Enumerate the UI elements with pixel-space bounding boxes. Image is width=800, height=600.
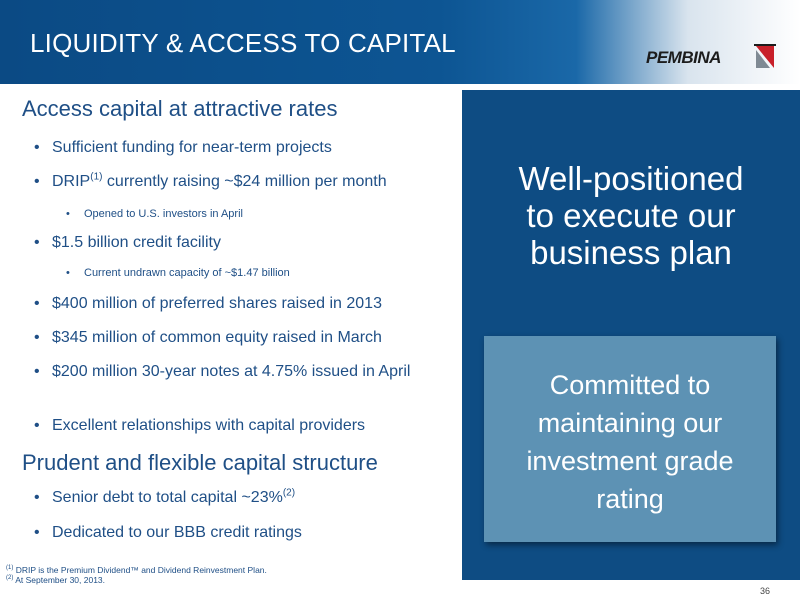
bullet-item: • $200 million 30-year notes at 4.75% is…: [34, 362, 444, 381]
bullet-text: Senior debt to total capital ~23%(2): [34, 488, 444, 507]
headline-line: business plan: [530, 234, 732, 271]
bullet-text: Excellent relationships with capital pro…: [52, 417, 366, 434]
footnote-mark: (1): [6, 565, 14, 572]
page-number: 36: [760, 586, 771, 596]
callout-text: Committed to maintaining our investment …: [484, 366, 776, 518]
bullet-item: • Senior debt to total capital ~23%(2): [34, 488, 444, 507]
bullet-text-rest: currently raising ~$24 million per month: [102, 173, 387, 190]
bullet-icon: •: [34, 173, 40, 190]
footnote: (2) At September 30, 2013.: [6, 575, 105, 585]
bullet-icon: •: [34, 417, 40, 434]
footnote: (1) DRIP is the Premium Dividend™ and Di…: [6, 565, 267, 575]
headline-line: to execute our: [526, 197, 736, 234]
bullet-text: Dedicated to our BBB credit ratings: [52, 524, 302, 541]
section-heading-access-capital: Access capital at attractive rates: [22, 96, 338, 121]
bullet-item: • $1.5 billion credit facility: [34, 233, 444, 252]
bullet-text: DRIP(1) currently raising ~$24 million p…: [34, 172, 444, 191]
footnote-mark: (2): [6, 575, 14, 582]
footnote-text: At September 30, 2013.: [13, 575, 106, 585]
sub-bullet-text: Opened to U.S. investors in April: [84, 208, 243, 220]
footnote-mark: (2): [282, 487, 296, 499]
bullet-text: $1.5 billion credit facility: [52, 234, 221, 251]
bullet-icon: •: [34, 295, 40, 312]
bullet-text: $200 million 30-year notes at 4.75% issu…: [52, 363, 411, 380]
sub-bullet-icon: •: [66, 208, 70, 220]
footer-strip: [462, 580, 800, 600]
slide-title: LIQUIDITY & ACCESS TO CAPITAL: [30, 28, 456, 58]
section-heading-capital-structure: Prudent and flexible capital structure: [22, 450, 378, 475]
bullet-icon: •: [34, 524, 40, 541]
footnote-text: DRIP is the Premium Dividend™ and Divide…: [13, 565, 267, 575]
bullet-text: Sufficient funding for near-term project…: [52, 139, 332, 156]
bullet-text-drip: DRIP: [52, 173, 91, 190]
bullet-icon: •: [34, 234, 40, 251]
sub-bullet-text: Current undrawn capacity of ~$1.47 billi…: [84, 267, 290, 279]
key-message-panel: Well-positioned to execute our business …: [462, 90, 800, 580]
logo-text: PEMBINA: [646, 48, 721, 67]
bullet-item: • Sufficient funding for near-term proje…: [34, 138, 444, 157]
sub-bullet-item: • Current undrawn capacity of ~$1.47 bil…: [66, 266, 446, 280]
bullet-icon: •: [34, 489, 40, 506]
bullet-item: • Dedicated to our BBB credit ratings: [34, 523, 444, 542]
callout-box: Committed to maintaining our investment …: [484, 336, 776, 542]
bullet-icon: •: [34, 329, 40, 346]
panel-headline: Well-positioned to execute our business …: [462, 160, 800, 271]
bullet-item: • Excellent relationships with capital p…: [34, 416, 444, 435]
bullet-item: • $345 million of common equity raised i…: [34, 328, 444, 347]
bullet-text-senior-debt: Senior debt to total capital ~23%: [52, 489, 283, 506]
bullet-item: • $400 million of preferred shares raise…: [34, 294, 444, 313]
slide-header: LIQUIDITY & ACCESS TO CAPITAL PEMBINA: [0, 0, 800, 84]
bullet-text: $345 million of common equity raised in …: [52, 329, 382, 346]
callout-line: Committed to: [549, 370, 711, 400]
callout-line: rating: [596, 484, 664, 514]
bullet-item: • DRIP(1) currently raising ~$24 million…: [34, 172, 444, 191]
callout-line: investment grade: [526, 446, 734, 476]
headline-line: Well-positioned: [518, 160, 744, 197]
bullet-icon: •: [34, 139, 40, 156]
pembina-logo: PEMBINA: [646, 44, 776, 74]
logo-mark-icon: [754, 44, 776, 68]
content-column: Access capital at attractive rates • Suf…: [0, 90, 460, 600]
footnote-mark: (1): [90, 171, 103, 183]
bullet-text: $400 million of preferred shares raised …: [52, 295, 382, 312]
sub-bullet-icon: •: [66, 267, 70, 279]
callout-line: maintaining our: [537, 408, 723, 438]
header-divider: [0, 84, 800, 90]
sub-bullet-item: • Opened to U.S. investors in April: [66, 207, 446, 221]
bullet-icon: •: [34, 363, 40, 380]
